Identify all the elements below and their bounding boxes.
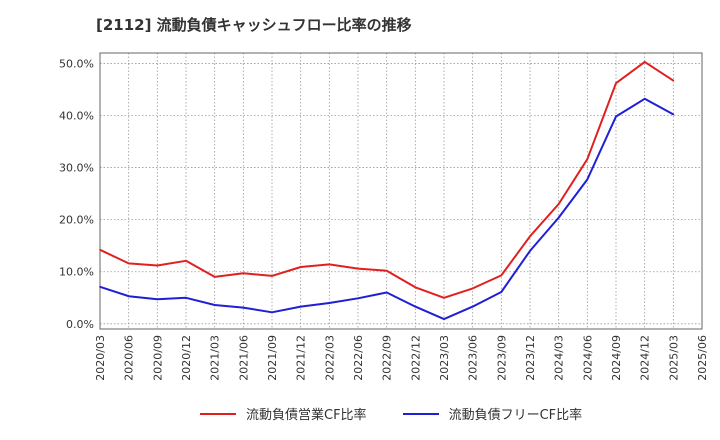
data-point xyxy=(357,267,359,270)
data-point xyxy=(185,296,187,299)
y-tick-label: 10.0% xyxy=(59,266,94,279)
data-point xyxy=(500,274,503,277)
x-tick-label: 2023/06 xyxy=(467,335,480,381)
plot-frame xyxy=(99,52,703,330)
data-point xyxy=(471,305,474,308)
x-tick-label: 2022/03 xyxy=(323,335,336,381)
legend-swatch-operating-cf xyxy=(200,412,236,415)
legend-item-free-cf: 流動負債フリーCF比率 xyxy=(402,404,583,423)
x-axis-ticks: 2020/03 2020/06 2020/09 2020/12 2021/03 2021/… xyxy=(94,335,709,381)
y-tick-label: 0.0% xyxy=(66,318,94,331)
data-point xyxy=(500,291,503,293)
y-tick-label: 20.0% xyxy=(59,214,94,227)
data-point xyxy=(643,61,646,63)
data-point xyxy=(99,286,101,288)
data-point xyxy=(213,276,216,278)
data-point xyxy=(328,302,331,304)
data-point xyxy=(557,216,560,219)
series-line-1 xyxy=(99,97,674,321)
y-tick-label: 30.0% xyxy=(59,162,94,175)
data-point xyxy=(529,235,531,238)
data-point xyxy=(643,98,646,100)
x-tick-label: 2025/03 xyxy=(667,335,680,381)
legend-label-free-cf: 流動負債フリーCF比率 xyxy=(448,408,583,423)
data-point xyxy=(127,262,130,265)
x-tick-label: 2022/09 xyxy=(381,335,394,381)
data-point xyxy=(242,306,245,309)
data-point xyxy=(414,305,417,308)
data-point xyxy=(271,275,273,277)
data-point xyxy=(213,304,216,306)
legend-swatch-free-cf xyxy=(402,412,439,415)
y-tick-label: 50.0% xyxy=(59,57,94,70)
data-point xyxy=(586,178,589,181)
data-point xyxy=(672,113,675,116)
x-tick-label: 2022/12 xyxy=(409,335,422,381)
legend: 流動負債営業CF比率 流動負債フリーCF比率 xyxy=(200,404,582,423)
data-point xyxy=(299,266,302,268)
x-tick-label: 2021/12 xyxy=(295,335,308,381)
data-point xyxy=(414,286,417,289)
data-point xyxy=(529,250,531,252)
data-point xyxy=(299,305,302,308)
series-lines xyxy=(99,60,675,321)
data-point xyxy=(357,297,359,300)
x-tick-label: 2024/03 xyxy=(553,335,566,381)
data-point xyxy=(615,115,617,118)
legend-label-operating-cf: 流動負債営業CF比率 xyxy=(246,408,367,423)
data-point xyxy=(185,259,187,262)
x-tick-label: 2024/12 xyxy=(639,335,652,381)
x-tick-label: 2021/09 xyxy=(266,335,279,381)
data-point xyxy=(156,264,159,267)
data-point xyxy=(156,298,159,301)
legend-item-operating-cf: 流動負債営業CF比率 xyxy=(200,404,367,423)
data-point xyxy=(328,263,331,266)
data-point xyxy=(385,269,388,272)
data-point xyxy=(242,272,245,275)
data-point xyxy=(471,287,474,290)
x-tick-label: 2022/06 xyxy=(352,335,365,381)
y-axis-ticks: 0.0% 10.0% 20.0% 30.0% 40.0% 50.0% xyxy=(59,57,94,330)
data-point xyxy=(271,311,273,314)
x-tick-label: 2023/03 xyxy=(438,335,451,381)
data-point xyxy=(586,158,589,161)
y-tick-label: 40.0% xyxy=(59,109,94,122)
x-tick-label: 2024/06 xyxy=(581,335,594,381)
data-point xyxy=(557,203,560,205)
x-tick-label: 2020/12 xyxy=(180,335,193,381)
data-point xyxy=(127,295,130,297)
chart-title: [2112] 流動負債キャッシュフロー比率の推移 xyxy=(96,16,412,34)
data-point xyxy=(443,296,445,299)
data-point xyxy=(615,82,617,85)
x-tick-label: 2021/06 xyxy=(237,335,250,381)
x-tick-label: 2023/09 xyxy=(495,335,508,381)
x-tick-label: 2025/06 xyxy=(696,335,709,381)
x-tick-label: 2023/12 xyxy=(524,335,537,381)
data-point xyxy=(443,318,445,320)
data-point xyxy=(99,249,101,251)
data-point xyxy=(672,79,675,82)
data-point xyxy=(385,291,388,294)
x-tick-label: 2021/03 xyxy=(209,335,222,381)
x-tick-label: 2024/09 xyxy=(610,335,623,381)
x-tick-label: 2020/09 xyxy=(151,335,164,381)
x-tick-label: 2020/03 xyxy=(94,335,107,381)
x-tick-label: 2020/06 xyxy=(123,335,136,381)
